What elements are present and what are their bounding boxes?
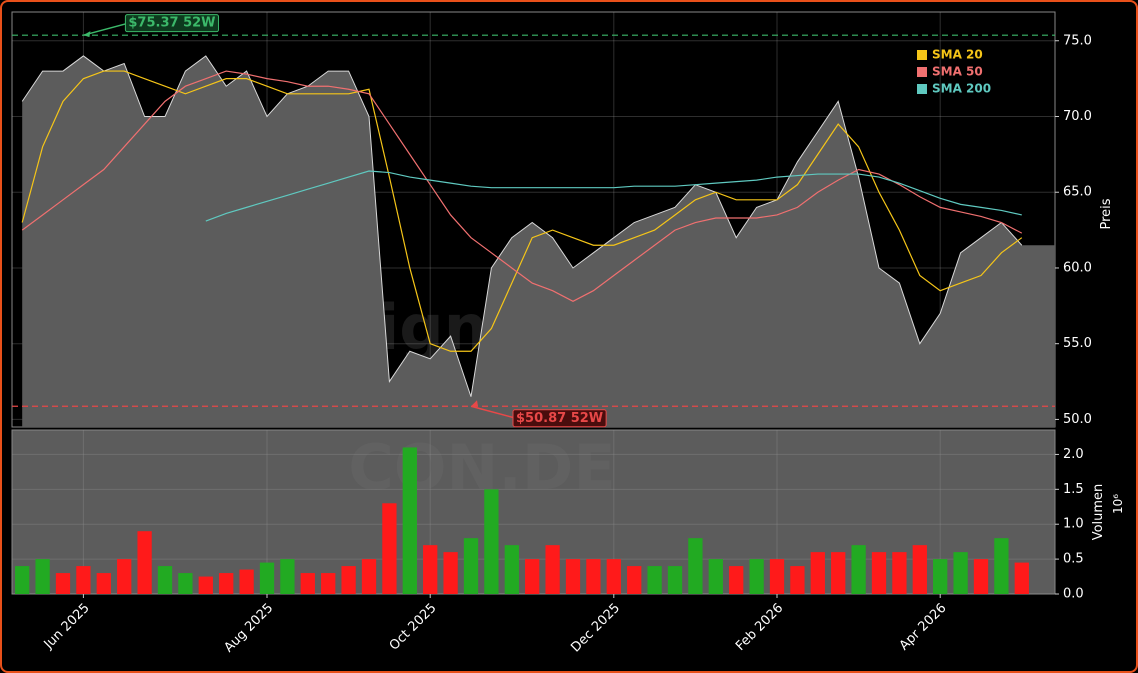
- volume-bar: [178, 573, 193, 594]
- volume-bar: [769, 559, 785, 594]
- legend-label: SMA 50: [932, 65, 983, 79]
- x-tick-label: Jun 2025: [41, 601, 93, 653]
- volume-bar: [117, 559, 132, 594]
- legend-swatch: [917, 84, 927, 94]
- volume-bar: [423, 545, 438, 594]
- sma-line: [21, 70, 1023, 352]
- arrow-head: [83, 31, 91, 38]
- volume-bar: [341, 566, 356, 594]
- y-tick-label: 0.0: [1063, 587, 1084, 602]
- volume-bar: [76, 566, 91, 594]
- volume-bar: [198, 576, 213, 594]
- legend-label: SMA 20: [932, 48, 983, 62]
- volume-bar: [463, 538, 479, 594]
- volume-bar: [382, 503, 397, 594]
- y-tick-label: 1.0: [1063, 517, 1084, 532]
- volume-bar: [545, 545, 560, 594]
- volume-bar: [912, 545, 927, 594]
- price-area: [22, 55, 1056, 427]
- volume-bar: [688, 538, 703, 594]
- volume-bar: [35, 559, 50, 594]
- volume-bar: [729, 566, 744, 594]
- legend-swatch: [917, 50, 927, 60]
- annotation: $50.87 52W: [512, 409, 607, 428]
- volume-bar: [953, 552, 968, 594]
- volume-bar: [361, 559, 377, 594]
- y-tick-label: 65.0: [1063, 185, 1092, 200]
- x-tick-label: Oct 2025: [387, 601, 440, 654]
- y-tick-label: 75.0: [1063, 33, 1092, 48]
- volume-bar: [871, 552, 887, 594]
- y-tick-label: 0.5: [1063, 552, 1084, 567]
- volume-bar: [300, 573, 315, 594]
- annotation-box: [124, 14, 220, 33]
- volume-bar: [157, 566, 173, 594]
- volume-bar: [137, 531, 152, 594]
- y-axis-label: Preis: [1099, 198, 1114, 229]
- volume-bar: [565, 559, 581, 594]
- offset-label: 10⁶: [1111, 494, 1125, 514]
- x-tick-label: Apr 2026: [897, 601, 950, 654]
- sma-line: [21, 70, 1023, 302]
- volume-bar: [831, 552, 846, 594]
- volume-bar: [239, 569, 254, 594]
- volume-bar: [790, 566, 805, 594]
- volume-bar: [402, 447, 417, 594]
- y-tick-label: 60.0: [1063, 260, 1092, 275]
- volume-bar: [892, 552, 907, 594]
- volume-bar: [321, 573, 336, 594]
- legend-label: SMA 200: [932, 82, 991, 96]
- y-tick-label: 50.0: [1063, 412, 1092, 427]
- y-tick-label: 1.5: [1063, 482, 1084, 497]
- annotation-arrow: [470, 405, 517, 419]
- annotation-box: [512, 409, 607, 428]
- x-tick-label: Dec 2025: [568, 601, 623, 656]
- volume-bar: [96, 573, 111, 594]
- y-tick-label: 2.0: [1063, 447, 1084, 462]
- volume-bar: [55, 573, 71, 594]
- volume-bar: [708, 559, 723, 594]
- volume-bar: [484, 489, 499, 594]
- volume-bar: [647, 566, 662, 594]
- volume-bar: [525, 559, 540, 594]
- volume-bar: [933, 559, 948, 594]
- annotation: $75.37 52W: [124, 14, 220, 33]
- price-line: [21, 55, 1023, 397]
- volume-bar: [280, 559, 295, 594]
- volume-bar: [973, 559, 989, 594]
- volume-bar: [810, 552, 825, 594]
- sma-line: [205, 170, 1022, 222]
- volume-bar: [219, 573, 234, 594]
- volume-bar: [586, 559, 601, 594]
- volume-bar: [667, 566, 683, 594]
- volume-bar: [627, 566, 642, 594]
- annotation-label: $75.37 52W: [128, 16, 215, 31]
- y-axis-label: Volumen: [1091, 484, 1106, 541]
- volume-bar: [749, 559, 764, 594]
- volume-bar: [504, 545, 519, 594]
- volume-bar: [259, 562, 275, 594]
- volume-bar: [1014, 562, 1029, 594]
- volume-bar: [606, 559, 621, 594]
- arrow-head: [471, 400, 478, 407]
- annotation-label: $50.87 52W: [516, 411, 603, 426]
- annotation-arrow: [83, 22, 129, 36]
- x-tick-label: Aug 2025: [221, 601, 276, 656]
- legend-swatch: [917, 67, 927, 77]
- y-tick-label: 55.0: [1063, 336, 1092, 351]
- volume-bar: [994, 538, 1009, 594]
- x-tick-label: Feb 2026: [733, 601, 786, 654]
- watermark: CON.DE: [348, 431, 615, 504]
- volume-bar: [443, 552, 458, 594]
- y-tick-label: 70.0: [1063, 109, 1092, 124]
- volume-bar: [15, 566, 30, 594]
- volume-bar: [851, 545, 866, 594]
